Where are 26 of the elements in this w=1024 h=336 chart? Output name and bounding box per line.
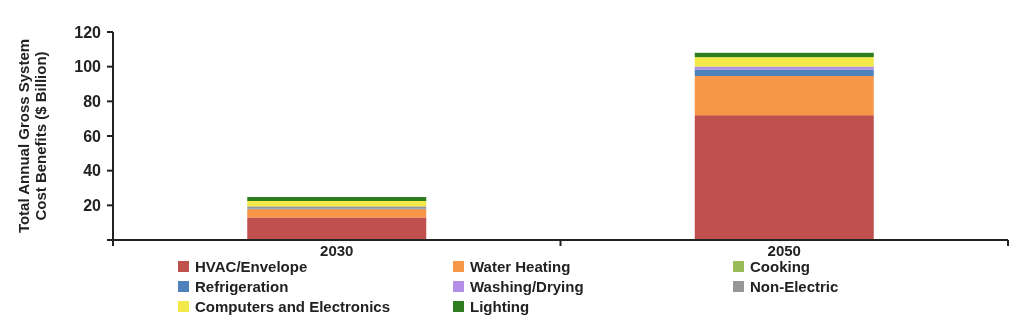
legend-label: Cooking bbox=[750, 258, 810, 276]
legend-label: HVAC/Envelope bbox=[195, 258, 308, 276]
bar bbox=[247, 217, 427, 240]
legend-label: Non-Electric bbox=[750, 278, 839, 296]
bar bbox=[694, 52, 874, 58]
y-axis-title: Total Annual Gross System Cost Benefits ($ Billion) bbox=[15, 38, 50, 234]
legend-label: Water Heating bbox=[470, 258, 571, 276]
bar bbox=[247, 209, 427, 218]
legend-label: Refrigeration bbox=[195, 278, 289, 296]
bar bbox=[247, 197, 427, 201]
bar bbox=[247, 201, 427, 207]
y-tick-label: 60 bbox=[83, 127, 102, 145]
bar bbox=[694, 115, 874, 240]
bar bbox=[694, 57, 874, 67]
x-tick-label: 2030 bbox=[320, 242, 354, 259]
bar bbox=[694, 76, 874, 116]
y-tick-label: 20 bbox=[83, 196, 102, 214]
y-tick-label: 100 bbox=[74, 58, 102, 76]
x-tick-label: 2050 bbox=[767, 242, 801, 259]
legend-label: Computers and Electronics bbox=[195, 298, 391, 316]
y-tick-label: 120 bbox=[74, 23, 102, 41]
y-tick-label: 40 bbox=[83, 162, 102, 180]
y-tick-label: 80 bbox=[83, 92, 102, 110]
legend-label: Washing/Drying bbox=[470, 278, 584, 296]
bar bbox=[694, 69, 874, 77]
legend-label: Lighting bbox=[470, 298, 530, 316]
